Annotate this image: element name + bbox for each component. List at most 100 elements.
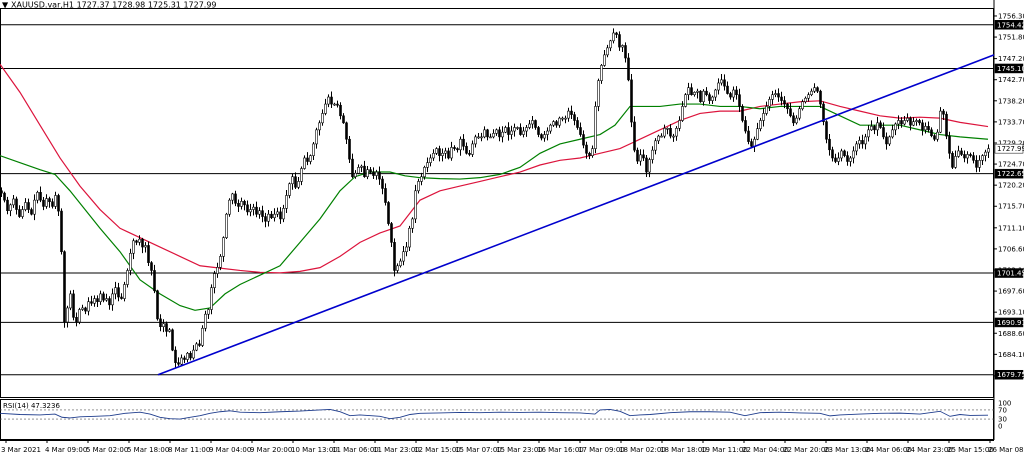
time-tick-label: 23 Mar 13:00 [824,446,871,454]
candle-body [294,176,297,188]
candle-body [390,223,393,243]
candle-body [255,206,258,215]
candle-body [765,106,768,114]
candle-body [837,157,840,162]
candle-body [570,110,573,115]
candle-body [384,188,387,203]
candle-body [282,208,285,220]
candle-body [792,115,795,124]
rsi-scale-label: 100 [998,400,1011,408]
candle-body [393,242,396,271]
candle-body [162,323,165,327]
level-price-tag-bg [994,168,1024,179]
price-tick-label: 1688.60 [998,330,1024,338]
trendline-path[interactable] [157,54,995,376]
candle-body [666,127,669,130]
candle-body [156,290,159,320]
candle-body [705,90,708,96]
candle-body [984,151,987,156]
candle-body [261,210,264,217]
candle-body [759,120,762,129]
candle-body [159,318,162,327]
candle-body [285,195,288,209]
candle-body [882,127,885,138]
candle-body [249,209,252,213]
price-tick-label: 1724.70 [998,161,1024,169]
candle-body [60,210,63,253]
time-tick-label: 25 Mar 15:00 [947,446,994,454]
current-price-tag: 1727.99 [997,145,1024,153]
trendline[interactable] [157,54,995,376]
candle-body [201,327,204,346]
candle-body [891,129,894,138]
candle-body [795,117,798,124]
candle-body [822,103,825,122]
candle-body [555,121,558,126]
candle-body [906,117,909,121]
chevron-down-icon[interactable]: ▼ [2,1,9,10]
candle-body [90,301,93,304]
candle-body [210,287,213,310]
candle-body [468,152,471,155]
candle-body [864,136,867,145]
candle-body [921,122,924,131]
candle-body [750,141,753,147]
candle-body [9,204,12,212]
candle-body [456,148,459,151]
price-tick-label: 1684.10 [998,351,1024,359]
candle-body [351,158,354,178]
time-tick-label: 19 Mar 11:00 [701,446,748,454]
candle-body [504,127,507,133]
candle-body [618,34,621,48]
candle-body [174,349,177,363]
candle-body [918,120,921,124]
candle-body [807,94,810,99]
price-tick-label: 1715.70 [998,203,1024,211]
candle-body [534,120,537,128]
candle-body [873,126,876,131]
candle-body [0,190,3,194]
rsi-panel-frame [0,399,994,440]
candle-body [588,152,591,156]
candle-body [567,110,570,119]
candle-body [756,128,759,140]
candle-body [627,57,630,81]
candle-body [969,154,972,156]
candle-body [510,130,513,135]
candle-body [783,100,786,105]
candle-body [549,124,552,132]
candle-body [624,45,627,59]
candle-body [552,121,555,126]
candle-body [657,135,660,142]
candle-body [942,110,945,115]
time-tick-label: 11 Mar 06:00 [332,446,379,454]
candle-body [381,178,384,189]
candle-body [108,298,111,306]
level-price-tag-bg [994,317,1024,328]
candle-body [726,85,729,94]
candle-body [321,113,324,124]
candle-body [615,32,618,35]
rsi-scale-label: 0 [998,423,1002,431]
candle-body [687,87,690,96]
candle-body [825,121,828,140]
candle-body [723,79,726,87]
candle-body [849,157,852,162]
candle-body [606,47,609,56]
time-tick-label: 15 Mar 07:00 [455,446,502,454]
candle-body [522,130,525,135]
candle-body [675,127,678,137]
candle-body [354,172,357,178]
candle-body [987,148,990,153]
candle-body [702,90,705,103]
candle-body [951,152,954,168]
price-tick-label: 1738.20 [998,97,1024,105]
candle-body [222,237,225,257]
candle-body [432,152,435,159]
candle-body [774,93,777,96]
candle-body [129,252,132,271]
price-tick-label: 1697.60 [998,288,1024,296]
time-tick-label: 3 Mar 2021 [1,446,41,454]
candle-body [507,127,510,135]
